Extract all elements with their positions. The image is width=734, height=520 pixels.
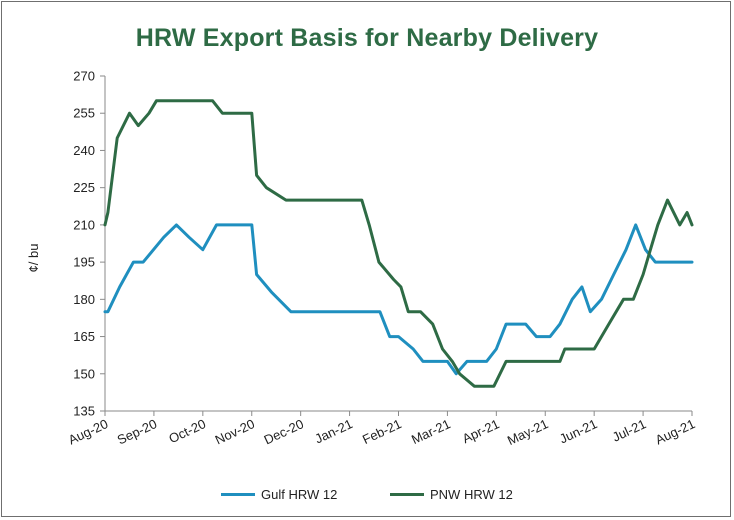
x-tick-label: Sep-20 (115, 416, 159, 447)
x-tick-label: Aug-20 (66, 416, 110, 447)
x-tick-label: Jan-21 (312, 416, 354, 446)
x-tick-label: Dec-20 (262, 416, 306, 447)
y-tick-label: 150 (73, 366, 95, 381)
y-axis-label: ¢/ bu (26, 244, 41, 273)
x-tick-label: Jul-21 (610, 416, 648, 445)
y-tick-label: 210 (73, 217, 95, 232)
legend-swatch-pnw (390, 492, 424, 496)
series-line-pnw-hrw-12 (103, 99, 694, 388)
y-tick-label: 165 (73, 329, 95, 344)
legend-item-pnw: PNW HRW 12 (390, 484, 513, 504)
y-tick-label: 180 (73, 292, 95, 307)
legend-item-gulf: Gulf HRW 12 (221, 484, 337, 504)
x-tick-label: Nov-20 (213, 416, 257, 447)
legend-label-pnw: PNW HRW 12 (430, 486, 513, 502)
y-tick-label: 255 (73, 106, 95, 121)
legend-label-gulf: Gulf HRW 12 (261, 486, 338, 502)
chart-title: HRW Export Basis for Nearby Delivery (135, 24, 599, 52)
x-tick-label: Jun-21 (557, 416, 599, 446)
x-tick-label: Oct-20 (166, 416, 208, 446)
legend: Gulf HRW 12 PNW HRW 12 (0, 484, 734, 504)
x-tick-label: Feb-21 (360, 416, 404, 447)
y-tick-label: 225 (73, 180, 95, 195)
x-tick-label: Apr-21 (460, 416, 502, 446)
y-tick-label: 135 (73, 404, 95, 419)
y-tick-label: 195 (73, 255, 95, 270)
y-tick-label: 270 (73, 69, 95, 84)
x-tick-label: May-21 (505, 416, 551, 448)
y-tick-label: 240 (73, 143, 95, 158)
x-tick-label: Aug-21 (653, 416, 697, 447)
x-tick-label: Mar-21 (409, 416, 453, 447)
series-line-gulf-hrw-12 (103, 223, 694, 376)
legend-swatch-gulf (221, 492, 255, 496)
